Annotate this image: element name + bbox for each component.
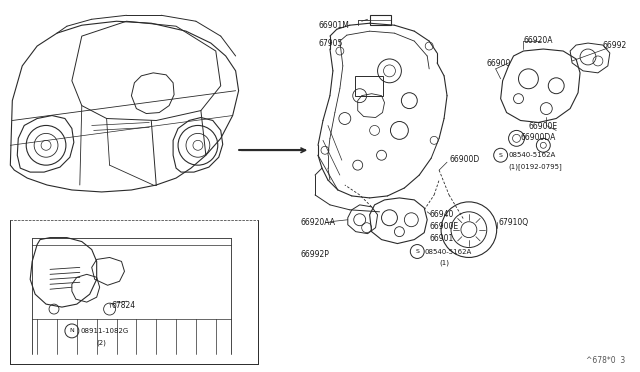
Text: 67910Q: 67910Q (499, 218, 529, 227)
Text: 67905: 67905 (318, 39, 342, 48)
Text: S: S (415, 249, 419, 254)
Text: 66901: 66901 (429, 234, 453, 243)
Text: 66992: 66992 (603, 41, 627, 50)
Text: 66900D: 66900D (449, 155, 479, 164)
Text: 66900DA: 66900DA (520, 134, 556, 142)
Text: 08911-1082G: 08911-1082G (81, 328, 129, 334)
Text: 66940: 66940 (429, 210, 454, 219)
Text: 67824: 67824 (111, 301, 136, 310)
Bar (355, 76, 383, 96)
Text: 08540-5162A: 08540-5162A (424, 248, 472, 254)
Text: 66900: 66900 (487, 59, 511, 68)
Text: 66900E: 66900E (429, 222, 458, 231)
Text: 08540-5162A: 08540-5162A (509, 152, 556, 158)
Text: (1)[0192-0795]: (1)[0192-0795] (509, 163, 563, 170)
Text: ^678*0  3: ^678*0 3 (586, 356, 626, 365)
Text: 66901M: 66901M (318, 21, 349, 30)
Text: 66900E: 66900E (529, 122, 557, 131)
Text: (2): (2) (97, 340, 106, 346)
Bar (370, 15, 392, 25)
Text: S: S (499, 153, 502, 158)
Text: (1): (1) (439, 259, 449, 266)
Text: N: N (70, 328, 74, 333)
Text: 66920AA: 66920AA (300, 218, 335, 227)
Text: 66920A: 66920A (524, 36, 553, 45)
Text: 66992P: 66992P (300, 250, 329, 259)
